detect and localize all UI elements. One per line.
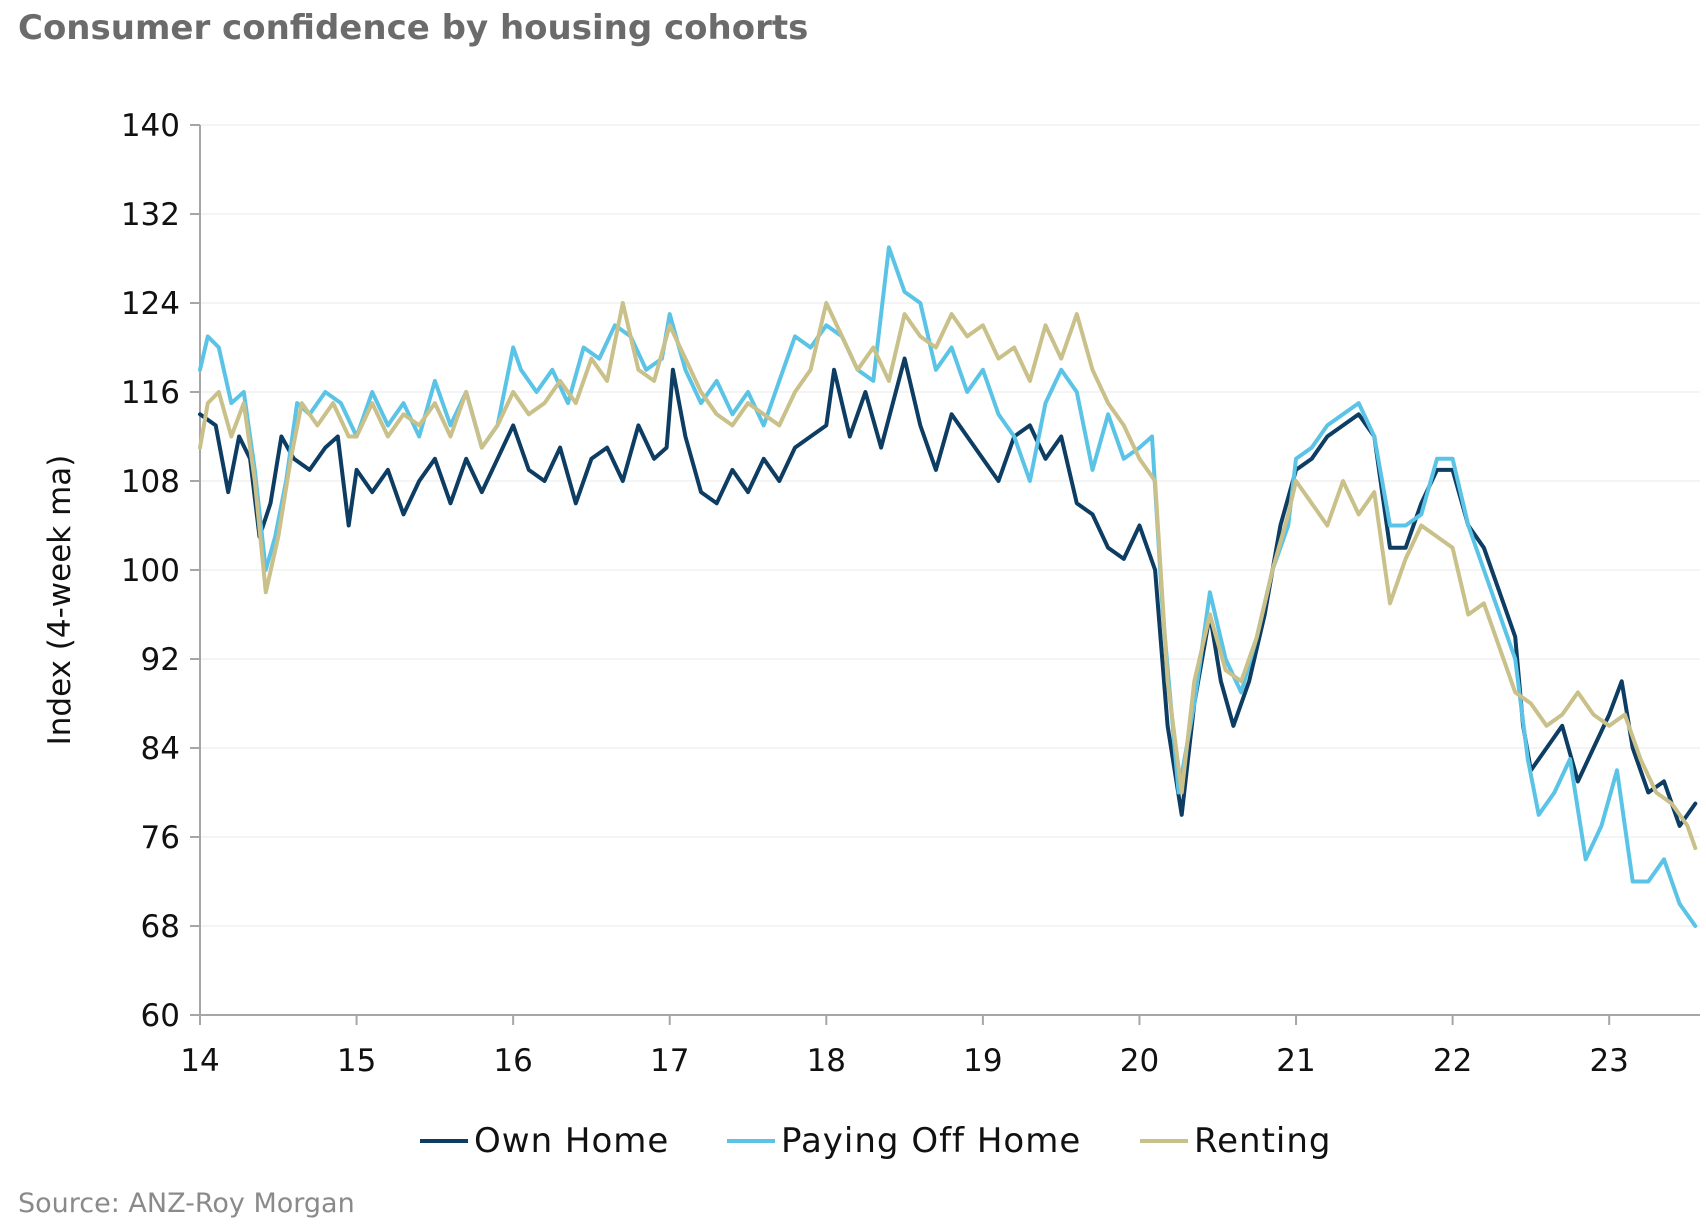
x-tick-label-15: 15	[337, 1043, 376, 1079]
legend-swatch-own-home	[420, 1139, 468, 1143]
x-tick-label-19: 19	[963, 1043, 1002, 1079]
legend-swatch-paying-off-home	[727, 1139, 775, 1143]
y-tick-label-76: 76	[141, 820, 180, 856]
legend-label-own-home: Own Home	[474, 1121, 670, 1161]
y-axis-title: Index (4-week ma)	[42, 455, 78, 746]
gridlines	[200, 124, 1700, 927]
y-tick-label-60: 60	[141, 998, 180, 1034]
x-tick-labels: 14 15 16 17 18 19 20 21 22 23	[180, 1043, 1629, 1079]
series-line-renting	[198, 301, 1698, 851]
x-tick-label-21: 21	[1276, 1043, 1315, 1079]
x-tick-label-23: 23	[1589, 1043, 1628, 1079]
legend-item-renting: Renting	[1140, 1116, 1331, 1166]
y-tick-label-84: 84	[141, 731, 180, 767]
x-tick-label-17: 17	[650, 1043, 689, 1079]
y-tick-label-100: 100	[121, 553, 180, 589]
chart-title: Consumer confidence by housing cohorts	[18, 8, 809, 48]
legend-item-paying-off-home: Paying Off Home	[727, 1116, 1081, 1166]
y-tick-label-132: 132	[121, 197, 180, 233]
axes	[190, 124, 1700, 1025]
legend-label-renting: Renting	[1194, 1121, 1332, 1161]
legend-swatch-renting	[1140, 1139, 1188, 1143]
x-tick-label-16: 16	[493, 1043, 532, 1079]
y-tick-label-124: 124	[121, 286, 180, 322]
series-line-own-home	[198, 356, 1698, 828]
y-tick-label-92: 92	[141, 642, 180, 678]
y-tick-labels: 60 68 76 84 92 100 108 116 124 132 140	[121, 108, 180, 1034]
series-lines	[198, 245, 1698, 928]
x-tick-label-14: 14	[180, 1043, 219, 1079]
y-tick-label-140: 140	[121, 108, 180, 144]
source-note: Source: ANZ-Roy Morgan	[18, 1188, 355, 1219]
legend: Own Home Paying Off Home Renting	[0, 1116, 1706, 1166]
y-tick-label-116: 116	[121, 375, 180, 411]
x-tick-label-18: 18	[807, 1043, 846, 1079]
series-line-paying-off-home	[198, 245, 1698, 928]
x-tick-label-20: 20	[1120, 1043, 1159, 1079]
y-tick-label-68: 68	[141, 909, 180, 945]
y-tick-label-108: 108	[121, 464, 180, 500]
legend-item-own-home: Own Home	[420, 1116, 669, 1166]
x-tick-label-22: 22	[1433, 1043, 1472, 1079]
legend-label-paying-off-home: Paying Off Home	[781, 1121, 1082, 1161]
